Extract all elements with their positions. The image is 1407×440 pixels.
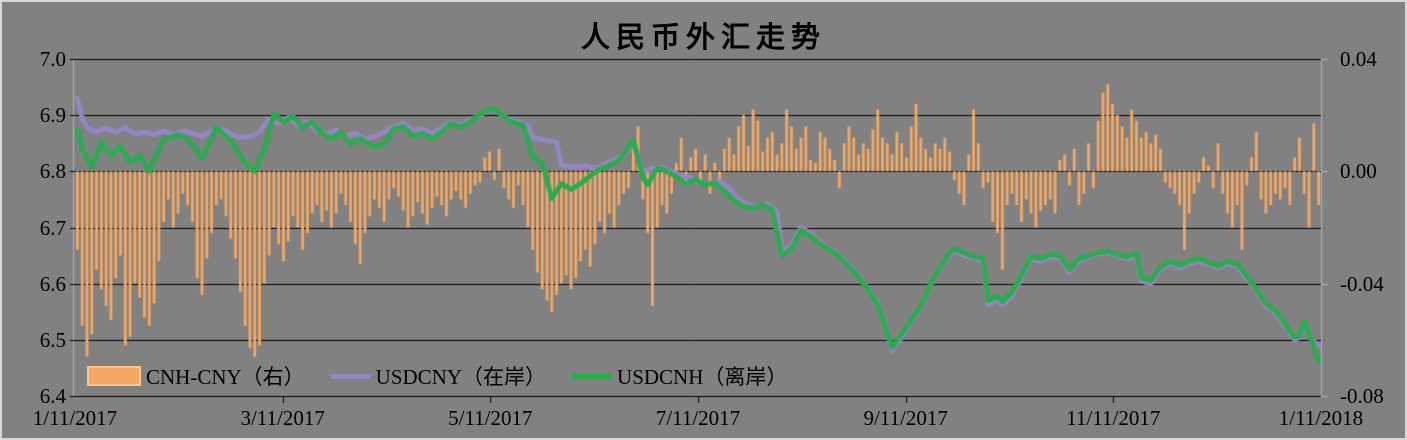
x-axis-tick-label: 1/11/2018 bbox=[1278, 406, 1364, 430]
y-left-tick-label: 6.9 bbox=[39, 103, 66, 128]
y-left-tick-label: 6.8 bbox=[39, 159, 66, 184]
x-axis-tick-label: 1/11/2017 bbox=[32, 406, 118, 430]
y-left-tick-label: 6.7 bbox=[39, 215, 66, 240]
y-right-tick-label: -0.08 bbox=[1340, 384, 1384, 408]
bar-series-swatch bbox=[87, 366, 141, 386]
chart-title: 人民币外汇走势 bbox=[580, 20, 826, 54]
legend-item-usdcny[interactable]: USDCNY（在岸） bbox=[330, 361, 547, 391]
y-right-tick-label: -0.04 bbox=[1340, 271, 1384, 296]
y-left-tick-label: 6.4 bbox=[39, 384, 66, 408]
legend-item-cnh-cny-spread[interactable]: CNH-CNY（右） bbox=[87, 361, 305, 391]
purple-line-swatch bbox=[330, 373, 371, 379]
y-left-tick-label: 7.0 bbox=[39, 47, 66, 71]
x-axis-tick-label: 3/11/2017 bbox=[240, 406, 325, 430]
green-line-swatch bbox=[572, 373, 613, 379]
x-axis-tick-label: 11/11/2017 bbox=[1066, 406, 1161, 430]
legend-label: USDCNY（在岸） bbox=[375, 365, 547, 389]
legend-label: CNH-CNY（右） bbox=[146, 365, 305, 389]
legend: CNH-CNY（右） USDCNY（在岸） USDCNH（离岸） bbox=[87, 361, 787, 391]
legend-label: USDCNH（离岸） bbox=[617, 365, 788, 389]
y-right-tick-label: 0.00 bbox=[1340, 159, 1377, 184]
x-axis-tick-label: 9/11/2017 bbox=[863, 406, 948, 430]
legend-item-usdcnh[interactable]: USDCNH（离岸） bbox=[572, 361, 787, 391]
x-axis-tick-label: 5/11/2017 bbox=[448, 406, 533, 430]
y-left-tick-label: 6.6 bbox=[39, 271, 66, 296]
y-left-tick-label: 6.5 bbox=[39, 327, 66, 352]
x-axis-tick-label: 7/11/2017 bbox=[655, 406, 741, 430]
y-right-tick-label: 0.04 bbox=[1340, 47, 1377, 71]
